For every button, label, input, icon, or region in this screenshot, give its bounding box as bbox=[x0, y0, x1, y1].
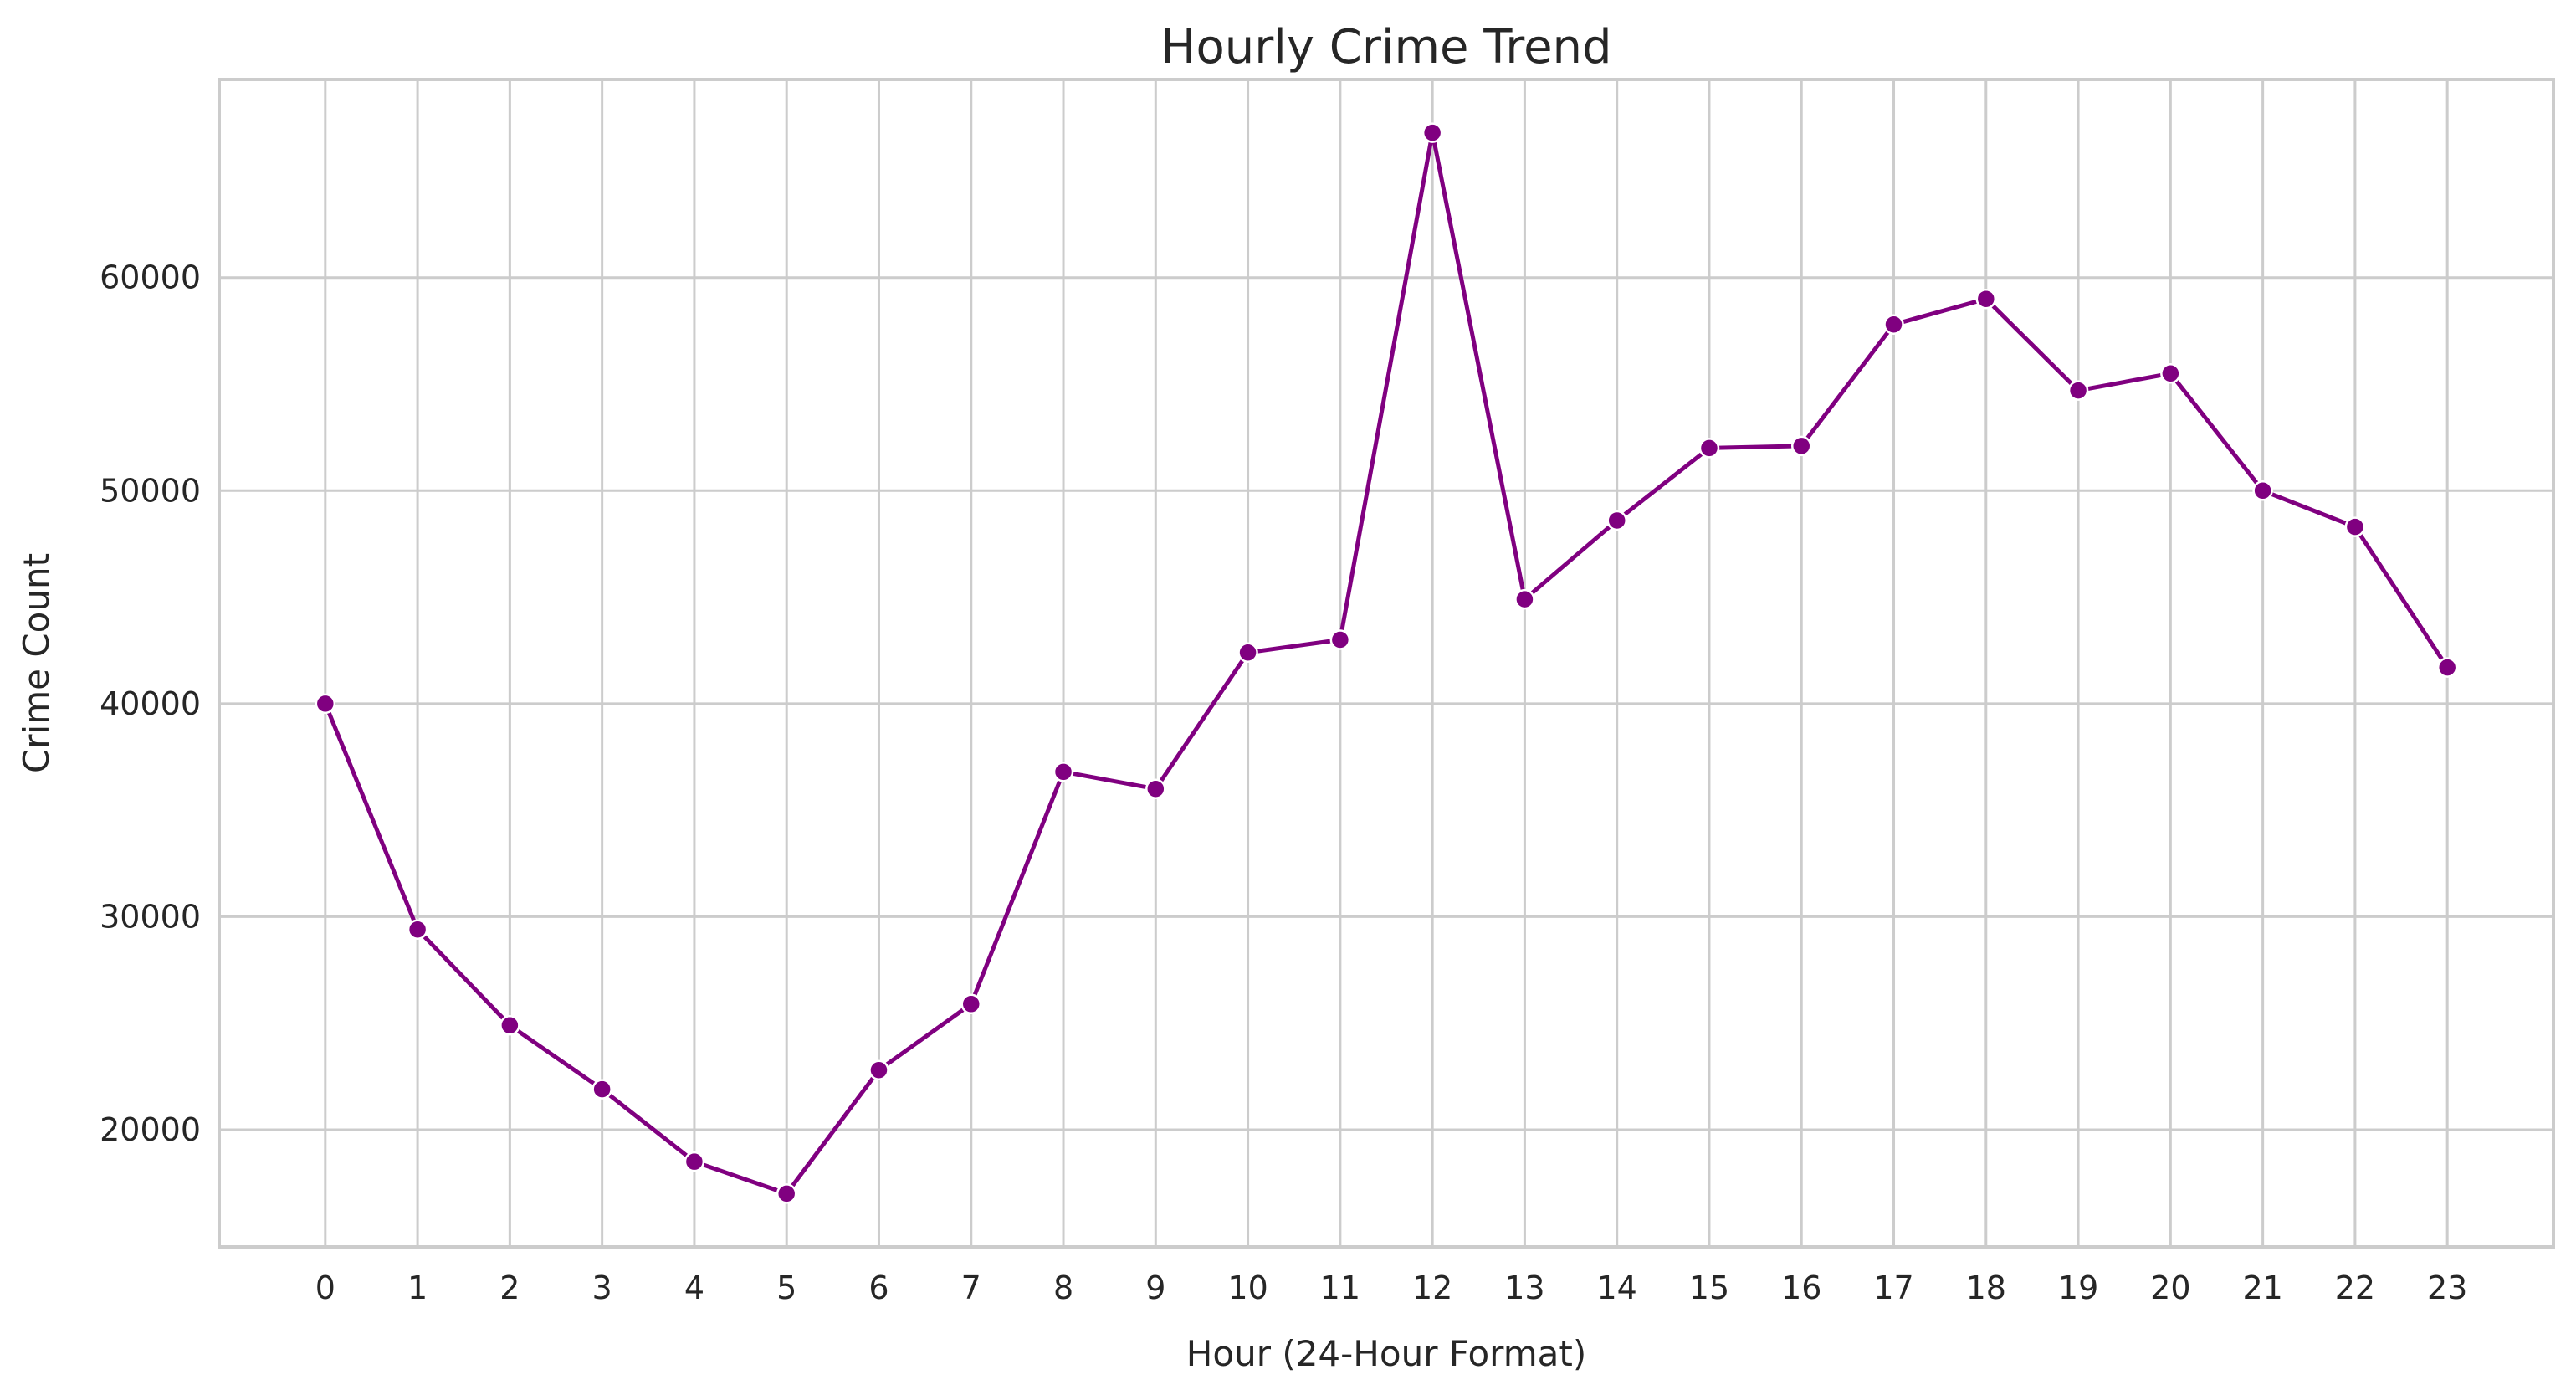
data-point bbox=[2436, 657, 2458, 678]
x-tick-label: 17 bbox=[1873, 1269, 1913, 1306]
data-point bbox=[1052, 762, 1074, 782]
data-point bbox=[2252, 480, 2273, 501]
x-tick-label: 3 bbox=[592, 1269, 612, 1306]
data-point bbox=[1883, 314, 1904, 335]
data-point bbox=[2344, 516, 2366, 537]
x-tick-label: 8 bbox=[1053, 1269, 1073, 1306]
x-tick-label: 5 bbox=[776, 1269, 796, 1306]
data-point bbox=[499, 1015, 520, 1036]
x-tick-label: 16 bbox=[1781, 1269, 1821, 1306]
x-tick-label: 18 bbox=[1966, 1269, 2006, 1306]
x-tick-label: 14 bbox=[1597, 1269, 1637, 1306]
y-tick-label: 60000 bbox=[100, 259, 201, 296]
x-axis-label: Hour (24-Hour Format) bbox=[1186, 1333, 1586, 1374]
grid bbox=[219, 79, 2553, 1247]
x-tick-label: 12 bbox=[1412, 1269, 1452, 1306]
data-point bbox=[407, 919, 428, 940]
x-tick-labels: 0 1 2 3 4 5 6 7 8 9 10 11 12 13 14 15 16 17 18 19 20 21 22 23 bbox=[315, 1269, 2468, 1306]
data-point bbox=[1421, 122, 1443, 143]
x-tick-label: 10 bbox=[1227, 1269, 1268, 1306]
x-tick-label: 20 bbox=[2150, 1269, 2190, 1306]
y-tick-label: 30000 bbox=[100, 898, 201, 935]
data-point bbox=[684, 1151, 705, 1172]
x-tick-label: 0 bbox=[315, 1269, 335, 1306]
y-tick-label: 40000 bbox=[100, 685, 201, 722]
data-point bbox=[2160, 363, 2181, 384]
plot-frame bbox=[218, 78, 2555, 1249]
x-tick-label: 1 bbox=[407, 1269, 428, 1306]
x-tick-label: 22 bbox=[2335, 1269, 2375, 1306]
y-axis-label: Crime Count bbox=[16, 553, 57, 773]
x-tick-label: 13 bbox=[1504, 1269, 1544, 1306]
data-point bbox=[868, 1059, 889, 1080]
data-point bbox=[315, 693, 336, 715]
data-point bbox=[1329, 629, 1351, 650]
y-tick-label: 20000 bbox=[100, 1111, 201, 1148]
x-tick-label: 21 bbox=[2242, 1269, 2282, 1306]
data-point bbox=[1790, 435, 1812, 457]
x-tick-label: 9 bbox=[1145, 1269, 1165, 1306]
data-point bbox=[1698, 438, 1720, 459]
x-tick-label: 7 bbox=[961, 1269, 981, 1306]
data-point bbox=[776, 1183, 797, 1204]
data-point bbox=[960, 993, 982, 1015]
x-tick-label: 11 bbox=[1320, 1269, 1360, 1306]
y-tick-labels: 20000 30000 40000 50000 60000 bbox=[100, 259, 201, 1148]
data-point bbox=[1514, 588, 1535, 610]
x-tick-label: 2 bbox=[499, 1269, 520, 1306]
data-point bbox=[592, 1079, 612, 1100]
x-tick-label: 6 bbox=[868, 1269, 889, 1306]
data-point bbox=[2067, 380, 2089, 401]
chart-title: Hourly Crime Trend bbox=[1160, 20, 1611, 74]
data-point bbox=[1975, 288, 1997, 310]
series-line bbox=[323, 131, 2450, 1196]
data-point bbox=[1606, 510, 1627, 531]
y-tick-label: 50000 bbox=[100, 472, 201, 509]
x-tick-label: 23 bbox=[2427, 1269, 2467, 1306]
x-tick-label: 4 bbox=[684, 1269, 704, 1306]
x-tick-label: 19 bbox=[2058, 1269, 2098, 1306]
x-tick-label: 15 bbox=[1689, 1269, 1729, 1306]
series-group bbox=[315, 122, 2458, 1204]
data-point bbox=[1237, 642, 1258, 664]
data-point bbox=[1145, 778, 1166, 799]
